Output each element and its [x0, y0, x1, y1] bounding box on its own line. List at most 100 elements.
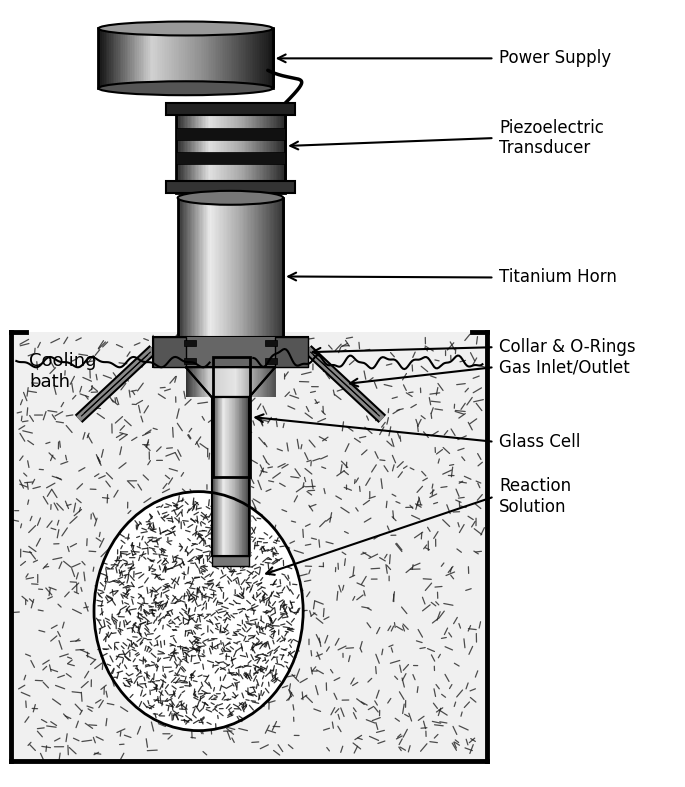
- Polygon shape: [233, 367, 234, 397]
- Polygon shape: [214, 397, 216, 556]
- Polygon shape: [264, 198, 266, 355]
- Polygon shape: [210, 198, 212, 355]
- Polygon shape: [193, 367, 195, 397]
- Polygon shape: [182, 198, 184, 355]
- Polygon shape: [199, 367, 201, 397]
- Polygon shape: [232, 103, 234, 193]
- Polygon shape: [258, 367, 259, 397]
- Text: Reaction
Solution: Reaction Solution: [499, 477, 571, 516]
- Polygon shape: [203, 367, 204, 397]
- Polygon shape: [226, 367, 227, 397]
- Polygon shape: [258, 198, 260, 355]
- Polygon shape: [184, 358, 196, 364]
- Polygon shape: [183, 198, 185, 355]
- Polygon shape: [245, 28, 247, 88]
- Polygon shape: [199, 28, 201, 88]
- Polygon shape: [258, 367, 260, 397]
- Polygon shape: [209, 103, 211, 193]
- Polygon shape: [225, 103, 227, 193]
- Polygon shape: [249, 397, 251, 556]
- Polygon shape: [153, 337, 308, 367]
- Polygon shape: [230, 397, 232, 556]
- Polygon shape: [232, 397, 234, 556]
- Polygon shape: [216, 367, 218, 397]
- Polygon shape: [277, 103, 279, 193]
- Polygon shape: [221, 198, 222, 355]
- Polygon shape: [242, 367, 243, 397]
- Polygon shape: [260, 28, 263, 88]
- Polygon shape: [194, 198, 195, 355]
- Polygon shape: [114, 28, 116, 88]
- Polygon shape: [225, 28, 227, 88]
- Polygon shape: [245, 397, 247, 556]
- Polygon shape: [264, 28, 266, 88]
- Polygon shape: [165, 28, 168, 88]
- Polygon shape: [255, 103, 257, 193]
- Polygon shape: [221, 103, 223, 193]
- Polygon shape: [265, 340, 277, 346]
- Polygon shape: [196, 367, 197, 397]
- Polygon shape: [182, 103, 183, 193]
- Polygon shape: [264, 367, 266, 397]
- Ellipse shape: [99, 81, 273, 95]
- Polygon shape: [241, 103, 242, 193]
- Polygon shape: [225, 198, 226, 355]
- Polygon shape: [214, 397, 215, 556]
- Polygon shape: [267, 103, 269, 193]
- Polygon shape: [207, 367, 208, 397]
- Polygon shape: [192, 28, 194, 88]
- Polygon shape: [192, 198, 194, 355]
- Polygon shape: [256, 198, 258, 355]
- Polygon shape: [175, 128, 285, 140]
- Polygon shape: [186, 103, 187, 193]
- Polygon shape: [186, 337, 275, 367]
- Polygon shape: [199, 103, 201, 193]
- Polygon shape: [285, 103, 287, 193]
- Polygon shape: [271, 198, 273, 355]
- Polygon shape: [246, 367, 248, 397]
- Polygon shape: [234, 397, 235, 556]
- Polygon shape: [258, 103, 260, 193]
- Polygon shape: [228, 367, 230, 397]
- Polygon shape: [221, 367, 223, 397]
- Polygon shape: [227, 367, 229, 397]
- Polygon shape: [220, 103, 222, 193]
- Polygon shape: [235, 397, 236, 556]
- Polygon shape: [217, 103, 219, 193]
- Polygon shape: [198, 367, 199, 397]
- Polygon shape: [212, 556, 249, 567]
- Polygon shape: [184, 340, 196, 346]
- Polygon shape: [100, 28, 103, 88]
- Text: Titanium Horn: Titanium Horn: [499, 268, 617, 286]
- Polygon shape: [247, 198, 249, 355]
- Polygon shape: [158, 28, 160, 88]
- Polygon shape: [166, 103, 295, 115]
- Polygon shape: [202, 103, 204, 193]
- Polygon shape: [146, 28, 148, 88]
- Polygon shape: [250, 198, 251, 355]
- Polygon shape: [260, 367, 261, 397]
- Polygon shape: [177, 28, 180, 88]
- Polygon shape: [254, 367, 256, 397]
- Polygon shape: [279, 198, 281, 355]
- Polygon shape: [120, 28, 122, 88]
- Polygon shape: [142, 28, 145, 88]
- Polygon shape: [221, 397, 222, 556]
- Polygon shape: [269, 367, 270, 397]
- Polygon shape: [227, 397, 229, 556]
- Polygon shape: [242, 397, 243, 556]
- Polygon shape: [223, 367, 224, 397]
- Polygon shape: [176, 28, 178, 88]
- Polygon shape: [234, 28, 236, 88]
- Polygon shape: [197, 367, 199, 397]
- Polygon shape: [212, 397, 213, 556]
- Polygon shape: [203, 103, 206, 193]
- Polygon shape: [145, 28, 147, 88]
- Polygon shape: [275, 337, 308, 367]
- Text: Glass Cell: Glass Cell: [499, 433, 581, 451]
- Polygon shape: [256, 103, 258, 193]
- Polygon shape: [229, 198, 230, 355]
- Polygon shape: [137, 28, 140, 88]
- Polygon shape: [253, 103, 256, 193]
- Polygon shape: [268, 28, 270, 88]
